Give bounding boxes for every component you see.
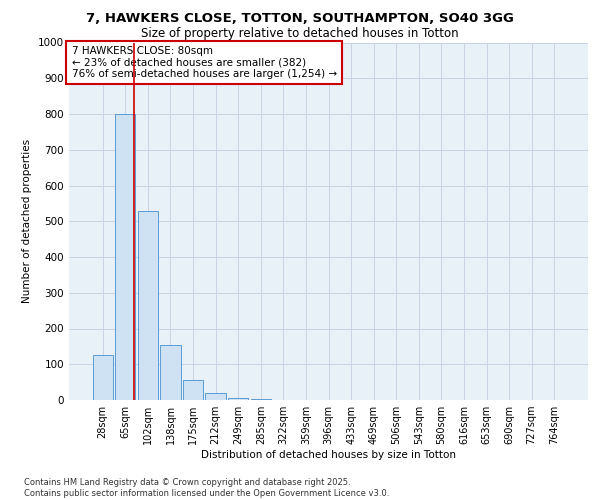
Text: Contains HM Land Registry data © Crown copyright and database right 2025.
Contai: Contains HM Land Registry data © Crown c… — [24, 478, 389, 498]
Bar — [92, 356, 113, 400]
Text: 7, HAWKERS CLOSE, TOTTON, SOUTHAMPTON, SO40 3GG: 7, HAWKERS CLOSE, TOTTON, SOUTHAMPTON, S… — [86, 12, 514, 26]
Bar — [228, 398, 248, 400]
Bar — [160, 344, 181, 400]
Bar — [205, 393, 226, 400]
Bar — [183, 380, 203, 400]
Bar — [115, 114, 136, 400]
Bar — [138, 210, 158, 400]
Text: Size of property relative to detached houses in Totton: Size of property relative to detached ho… — [141, 28, 459, 40]
X-axis label: Distribution of detached houses by size in Totton: Distribution of detached houses by size … — [201, 450, 456, 460]
Text: 7 HAWKERS CLOSE: 80sqm
← 23% of detached houses are smaller (382)
76% of semi-de: 7 HAWKERS CLOSE: 80sqm ← 23% of detached… — [71, 46, 337, 80]
Y-axis label: Number of detached properties: Number of detached properties — [22, 139, 32, 304]
